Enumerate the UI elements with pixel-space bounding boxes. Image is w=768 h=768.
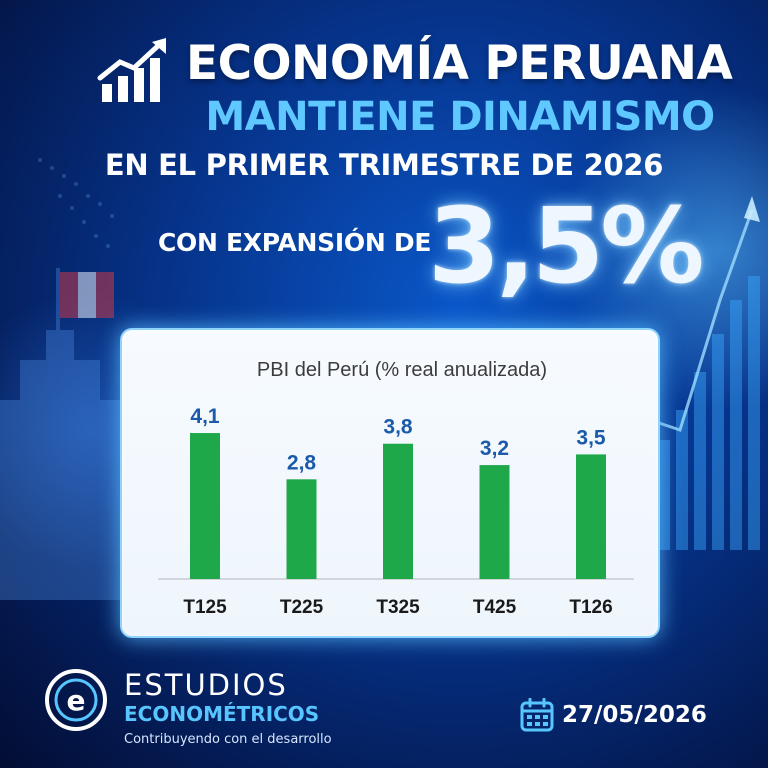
- bar-T126: [576, 454, 606, 579]
- expansion-label: CON EXPANSIÓN DE: [158, 228, 432, 257]
- brand-tagline: Contribuyendo con el desarrollo: [124, 732, 332, 747]
- data-label-T126: 3,5: [576, 426, 606, 449]
- calendar-icon: [520, 698, 554, 732]
- data-label-T425: 3,2: [480, 437, 509, 460]
- bar-T225: [286, 479, 317, 579]
- estudios-econometricos-logo: e: [45, 669, 107, 731]
- svg-text:e: e: [67, 684, 86, 717]
- growth-chart-icon: [97, 38, 166, 102]
- data-label-T225: 2,8: [287, 451, 317, 474]
- headline-line-3: EN EL PRIMER TRIMESTRE DE 2026: [104, 148, 664, 182]
- data-label-T125: 4,1: [190, 405, 220, 428]
- expansion-value: 3,5%: [428, 185, 704, 307]
- x-tick-label-T225: T225: [280, 597, 324, 618]
- publication-date: 27/05/2026: [562, 702, 707, 728]
- bar-chart: PBI del Perú (% real anualizada) 4,1 T125…: [158, 359, 634, 618]
- data-label-T325: 3,8: [383, 416, 413, 439]
- x-tick-label-T425: T425: [473, 597, 517, 618]
- chart-title: PBI del Perú (% real anualizada): [257, 359, 547, 381]
- bar-T125: [190, 433, 220, 579]
- brand-name-line-1: ESTUDIOS: [124, 668, 288, 702]
- bar-T425: [479, 465, 510, 579]
- x-tick-label-T325: T325: [376, 597, 420, 618]
- headline-line-1: ECONOMÍA PERUANA: [186, 36, 733, 91]
- bar-T325: [383, 443, 413, 579]
- x-tick-label-T126: T126: [569, 597, 612, 618]
- chart-panel: PBI del Perú (% real anualizada) 4,1 T125…: [120, 328, 660, 638]
- headline-line-2: MANTIENE DINAMISMO: [205, 94, 715, 140]
- bars-layer: 4,1 T125 2,8 T225 3,8 T325 3,2 T425 3,5 T126: [183, 405, 612, 618]
- brand-name-line-2: ECONOMÉTRICOS: [124, 702, 320, 726]
- x-tick-label-T125: T125: [183, 597, 227, 618]
